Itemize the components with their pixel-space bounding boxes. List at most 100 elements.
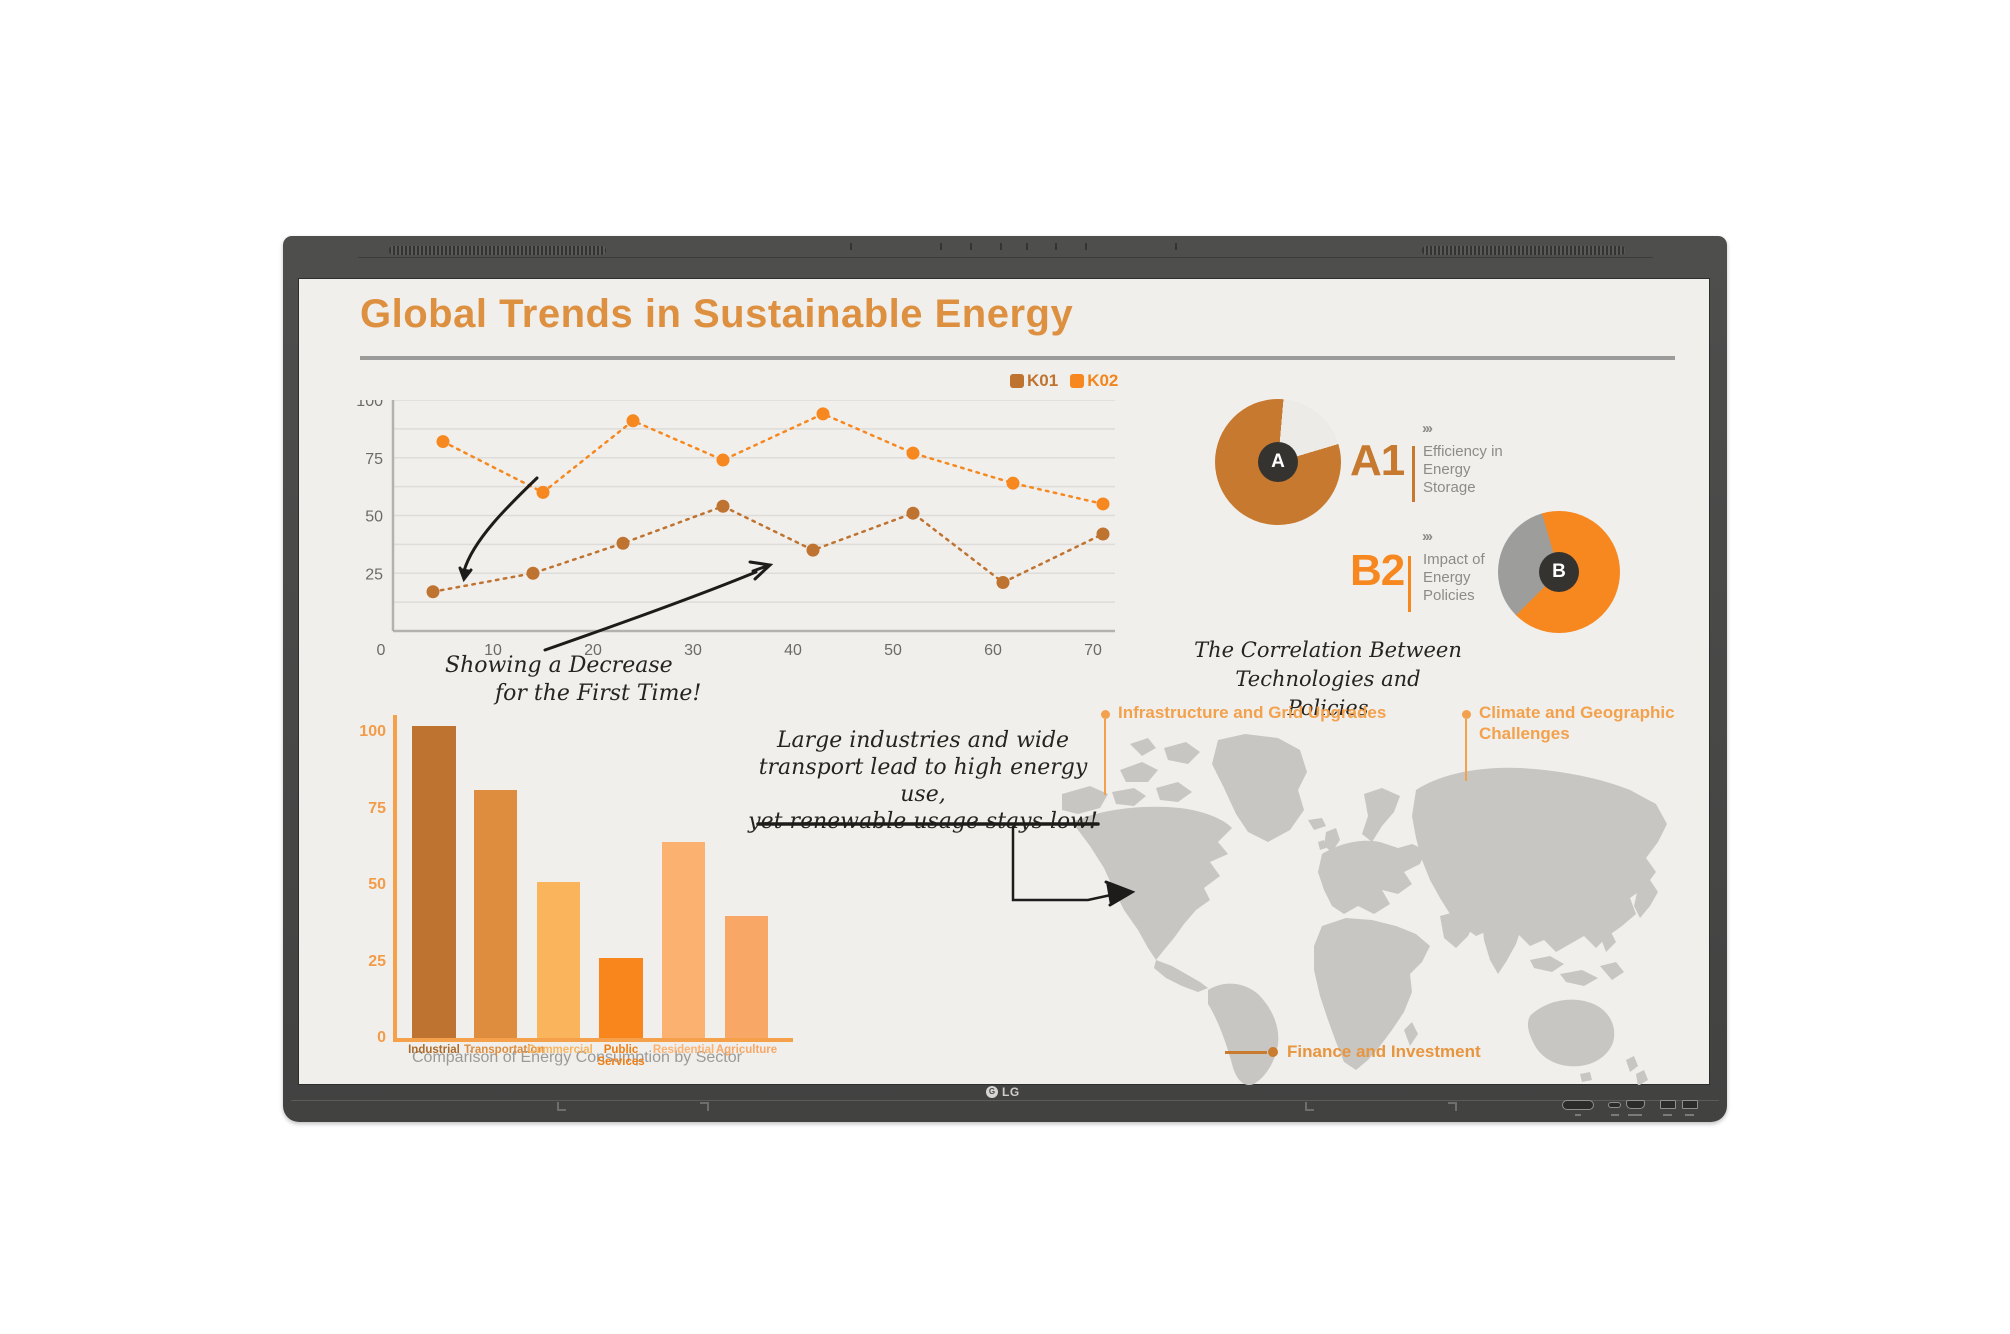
correlation-line: Technologies and Policies (1235, 667, 1421, 720)
insight-a-desc-line: Energy (1423, 461, 1471, 478)
map-british-isles (1318, 828, 1340, 852)
y-tick-label: 100 (356, 400, 383, 410)
line-chart-legend: K01 K02 (1010, 371, 1118, 391)
map-europe (1318, 840, 1426, 914)
port-label (1628, 1114, 1642, 1116)
insight-b-desc-line: Energy (1423, 569, 1471, 586)
vent-tick (1000, 243, 1002, 250)
usb-port (1682, 1100, 1698, 1109)
speaker-grille-left (389, 246, 606, 255)
map-asia (1412, 767, 1667, 952)
bar-transportation (474, 790, 517, 1038)
data-point-k02 (626, 414, 640, 428)
bezel-seam (358, 257, 1653, 258)
hdmi-port (1626, 1100, 1645, 1109)
map-label-climate-line: Challenges (1479, 724, 1570, 743)
x-tick-label: 0 (377, 642, 386, 659)
map-arctic-islands (1112, 738, 1200, 806)
port-label (1575, 1114, 1581, 1116)
map-arabia (1440, 910, 1476, 948)
data-point-k01 (1096, 527, 1110, 541)
map-japan (1634, 880, 1658, 918)
y-tick-label: 50 (365, 509, 383, 526)
map-south-america (1208, 983, 1279, 1085)
bar-chart-caption: Comparison of Energy Consumption by Sect… (412, 1049, 742, 1066)
insight-a-divider (1412, 446, 1415, 502)
handwritten-annotation-decrease: Showing a Decrease for the First Time! (445, 652, 701, 708)
map-southeast-asia (1530, 930, 1624, 986)
vent-tick (850, 243, 852, 250)
map-label-finance: Finance and Investment (1287, 1042, 1481, 1061)
y-tick-label: 75 (365, 451, 383, 468)
lg-emblem-icon: G (986, 1086, 998, 1098)
bar-y-tick-label: 25 (368, 952, 386, 970)
marker-line (1104, 719, 1106, 795)
insight-b-divider (1408, 556, 1411, 612)
y-tick-label: 25 (365, 566, 383, 583)
data-point-k02 (1006, 476, 1020, 490)
data-point-k01 (806, 543, 820, 557)
correlation-line: The Correlation Between (1194, 638, 1462, 662)
map-australia (1527, 999, 1615, 1082)
legend-swatch-k01 (1010, 374, 1024, 388)
bar-category-label: Public Services (597, 1044, 645, 1068)
data-point-k02 (436, 435, 450, 449)
bezel-mark (557, 1102, 566, 1111)
bezel-mark (700, 1102, 709, 1111)
bar-category-label: Industrial (408, 1044, 460, 1056)
pie-a-badge: A (1258, 442, 1298, 482)
data-point-k02 (536, 485, 550, 499)
x-tick-label: 40 (784, 642, 802, 659)
insight-b-desc: Impact of Energy Policies (1423, 551, 1485, 605)
lg-logo: G LG (986, 1085, 1020, 1099)
x-tick-label: 50 (884, 642, 902, 659)
data-point-k02 (716, 453, 730, 467)
bezel-seam (291, 1100, 1719, 1101)
port-label (1611, 1114, 1619, 1116)
usb-c-port (1608, 1102, 1621, 1108)
map-alaska (1062, 786, 1108, 814)
vent-tick (970, 243, 972, 250)
bar-residential (662, 842, 705, 1038)
port-label (1685, 1114, 1694, 1116)
vent-tick (1175, 243, 1177, 250)
marker-dot (1268, 1047, 1278, 1057)
insight-a-desc: Efficiency in Energy Storage (1423, 443, 1503, 497)
map-label-infrastructure: Infrastructure and Grid Upgrades (1118, 703, 1387, 722)
bar-public-services (599, 958, 643, 1038)
vent-tick (940, 243, 942, 250)
bar-commercial (537, 882, 580, 1038)
insight-b-desc-line: Policies (1423, 587, 1475, 604)
annotation-line: Showing a Decrease (445, 653, 673, 678)
data-point-k01 (616, 536, 630, 550)
vent-tick (1026, 243, 1028, 250)
correlation-heading: The Correlation Between Technologies and… (1193, 636, 1463, 723)
map-label-climate-line: Climate and Geographic (1479, 703, 1675, 722)
insight-a-desc-line: Efficiency in (1423, 443, 1503, 460)
bar-industrial (412, 726, 456, 1038)
data-point-k01 (526, 566, 540, 580)
data-point-k02 (1096, 497, 1110, 511)
bar-y-tick-label: 75 (368, 799, 386, 817)
note-line: transport lead to high energy use, (758, 755, 1088, 807)
marker-dot (1101, 710, 1110, 719)
data-point-k01 (906, 506, 920, 520)
vent-tick (1055, 243, 1057, 250)
bar-agriculture (725, 916, 768, 1038)
x-tick-label: 70 (1084, 642, 1102, 659)
series-line-k01 (431, 504, 1105, 593)
bar-chart-y-axis (393, 715, 397, 1041)
data-point-k02 (906, 446, 920, 460)
map-iceland (1308, 818, 1326, 830)
data-point-k01 (716, 499, 730, 513)
bar-chart: Comparison of Energy Consumption by Sect… (338, 715, 818, 1075)
screen: Global Trends in Sustainable Energy K01 … (298, 278, 1710, 1085)
bezel-mark (1305, 1102, 1314, 1111)
data-point-k01 (996, 575, 1010, 589)
insight-b-desc-line: Impact of (1423, 551, 1485, 568)
legend-item-k01: K01 (1010, 371, 1058, 391)
x-tick-label: 60 (984, 642, 1002, 659)
map-scandinavia (1362, 788, 1400, 842)
